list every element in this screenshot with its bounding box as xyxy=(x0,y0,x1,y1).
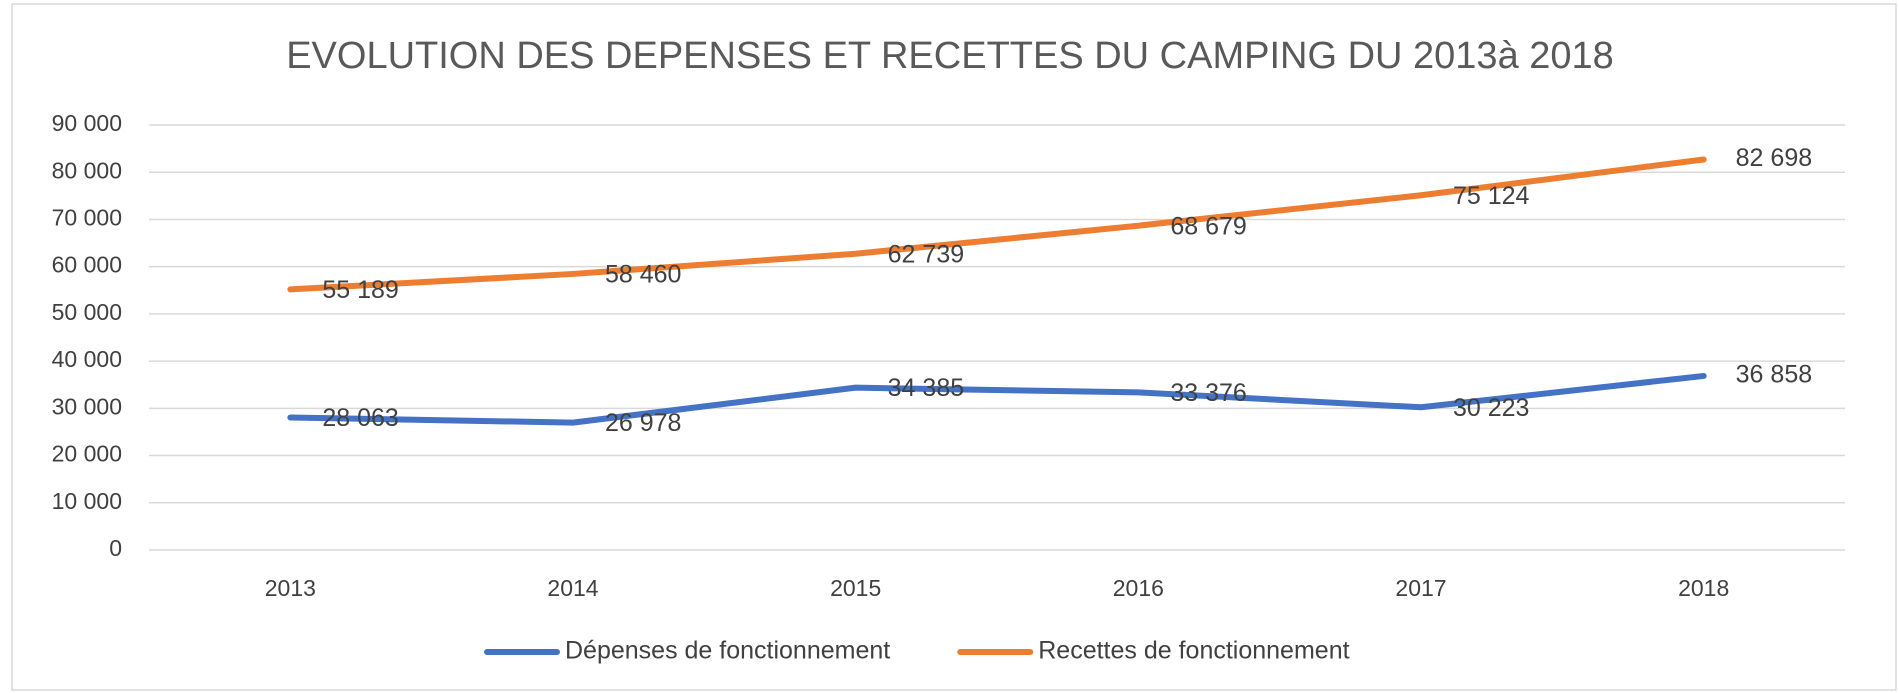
data-label: 55 189 xyxy=(322,276,398,304)
x-tick-label: 2014 xyxy=(547,575,598,601)
y-tick-label: 30 000 xyxy=(52,393,122,419)
data-label: 36 858 xyxy=(1736,361,1812,389)
data-label: 33 376 xyxy=(1170,379,1246,407)
data-label: 82 698 xyxy=(1736,144,1812,172)
legend-label: Dépenses de fonctionnement xyxy=(565,637,890,665)
chart-title: EVOLUTION DES DEPENSES ET RECETTES DU CA… xyxy=(286,35,1614,77)
y-tick-label: 50 000 xyxy=(52,299,122,325)
series-line xyxy=(287,372,1707,426)
data-label: 62 739 xyxy=(888,240,964,268)
data-label: 68 679 xyxy=(1170,212,1246,240)
x-tick-label: 2015 xyxy=(830,575,881,601)
y-tick-label: 70 000 xyxy=(52,205,122,231)
data-label: 58 460 xyxy=(605,261,681,289)
series-line xyxy=(287,156,1707,293)
data-label: 28 063 xyxy=(322,404,398,432)
y-tick-label: 0 xyxy=(109,535,122,561)
y-tick-label: 60 000 xyxy=(52,252,122,278)
y-tick-label: 80 000 xyxy=(52,157,122,183)
data-label: 30 223 xyxy=(1453,394,1529,422)
y-tick-label: 40 000 xyxy=(52,346,122,372)
y-tick-label: 90 000 xyxy=(52,110,122,136)
data-label: 34 385 xyxy=(888,374,964,402)
x-tick-label: 2017 xyxy=(1395,575,1446,601)
chart-frame xyxy=(11,3,1897,691)
y-tick-label: 10 000 xyxy=(52,488,122,514)
y-tick-label: 20 000 xyxy=(52,441,122,467)
legend-label: Recettes de fonctionnement xyxy=(1038,637,1349,665)
x-tick-label: 2013 xyxy=(265,575,316,601)
x-tick-label: 2016 xyxy=(1113,575,1164,601)
x-tick-label: 2018 xyxy=(1678,575,1729,601)
data-label: 26 978 xyxy=(605,409,681,437)
data-label: 75 124 xyxy=(1453,182,1530,210)
